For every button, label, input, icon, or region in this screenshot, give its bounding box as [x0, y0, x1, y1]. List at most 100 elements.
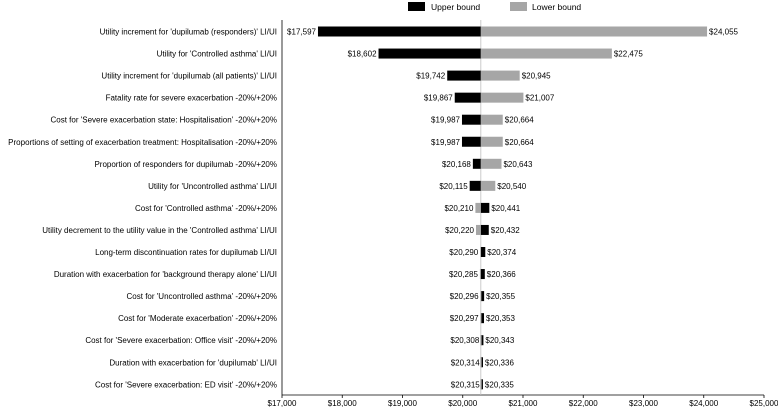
bar-lower-bound [480, 313, 482, 324]
category-label: Cost for 'Controlled asthma' -20%/+20% [135, 204, 277, 213]
bar-upper-bound [480, 224, 489, 235]
data-label-left: $20,296 [450, 292, 479, 301]
data-label-left: $18,602 [348, 50, 377, 59]
bar-upper-bound [480, 291, 485, 302]
data-label-right: $20,336 [485, 358, 514, 367]
data-label-right: $24,055 [709, 28, 738, 37]
x-tick-label: $23,000 [629, 399, 658, 408]
bar-upper-bound [480, 247, 486, 257]
data-label-left: $20,115 [439, 182, 468, 191]
bar-lower-bound [475, 202, 481, 213]
category-label: Utility decrement to the utility value i… [42, 226, 277, 235]
category-label: Long-term discontinuation rates for dupi… [95, 248, 277, 257]
category-label: Cost for 'Uncontrolled asthma' -20%/+20% [127, 292, 277, 301]
bar-upper-bound [480, 357, 483, 368]
data-label-right: $20,366 [487, 270, 516, 279]
legend: Upper bound Lower bound [408, 2, 581, 12]
bar-upper-bound [480, 202, 490, 213]
data-label-right: $22,475 [614, 50, 643, 59]
category-label: Utility increment for 'dupilumab (all pa… [101, 72, 277, 81]
data-label-left: $20,314 [451, 358, 480, 367]
legend-label-upper-bound: Upper bound [431, 2, 480, 12]
bar-lower-bound [476, 224, 481, 235]
bar-lower-bound [480, 136, 503, 147]
bar-lower-bound [480, 357, 482, 368]
x-axis: $17,000 $18,000 $19,000 $20,000 $21,000 $22,0… [268, 395, 778, 408]
data-label-right: $20,432 [491, 226, 520, 235]
bar-upper-bound [480, 269, 485, 280]
category-label: Utility increment for 'dupilumab (respon… [100, 28, 277, 37]
data-label-right: $20,441 [491, 204, 520, 213]
data-label-left: $20,308 [450, 336, 479, 345]
data-label-left: $20,290 [449, 248, 478, 257]
data-label-right: $20,540 [497, 182, 526, 191]
data-label-left: $20,285 [449, 270, 478, 279]
category-label: Utility for 'Uncontrolled asthma' LI/UI [148, 182, 277, 191]
x-tick-label: $24,000 [689, 399, 718, 408]
data-label-left: $17,597 [287, 28, 316, 37]
bar-lower-bound [480, 70, 520, 81]
data-label-right: $20,664 [505, 116, 534, 125]
category-label: Proportions of setting of exacerbation t… [8, 138, 277, 147]
bar-lower-bound [480, 92, 524, 103]
category-label: Duration with exacerbation for 'dupiluma… [109, 358, 277, 367]
bar-upper-bound [480, 313, 485, 324]
data-label-right: $20,374 [487, 248, 516, 257]
bar-upper-bound [317, 26, 481, 37]
data-label-left: $19,742 [416, 72, 445, 81]
data-label-right: $20,353 [486, 314, 515, 323]
category-label: Fatality rate for severe exacerbation -2… [106, 94, 277, 103]
x-tick-label: $18,000 [328, 399, 357, 408]
bar-upper-bound [461, 114, 481, 125]
bars [317, 26, 708, 390]
category-label: Cost for 'Severe exacerbation state: Hos… [50, 116, 277, 125]
x-tick-label: $21,000 [509, 399, 538, 408]
legend-swatch-upper-bound [408, 2, 425, 11]
bar-upper-bound [378, 48, 481, 59]
data-label-left: $19,987 [431, 116, 460, 125]
data-label-left: $20,220 [445, 226, 474, 235]
category-label: Cost for 'Severe exacerbation: Office vi… [85, 336, 277, 345]
value-labels: $17,597 $24,055 $18,602 $22,475 $19,742 $20,9… [287, 28, 738, 390]
data-label-right: $20,343 [485, 336, 514, 345]
data-label-right: $20,664 [505, 138, 534, 147]
bar-lower-bound [480, 291, 482, 302]
bar-upper-bound [454, 92, 481, 103]
bar-lower-bound [480, 158, 502, 169]
x-tick-label: $22,000 [569, 399, 598, 408]
bar-lower-bound [480, 335, 482, 346]
bar-upper-bound [461, 136, 481, 147]
x-tick-label: $25,000 [750, 399, 778, 408]
bar-lower-bound [480, 114, 503, 125]
data-label-right: $20,335 [485, 380, 514, 389]
bar-lower-bound [479, 269, 481, 280]
legend-label-lower-bound: Lower bound [532, 2, 581, 12]
bar-upper-bound [469, 180, 481, 191]
bar-lower-bound [480, 48, 612, 59]
bar-lower-bound [480, 247, 482, 257]
data-label-left: $20,297 [450, 314, 479, 323]
category-label: Cost for 'Moderate exacerbation' -20%/+2… [118, 314, 277, 323]
data-label-left: $20,168 [442, 160, 471, 169]
category-label: Proportion of responders for dupilumab -… [94, 160, 277, 169]
bar-upper-bound [447, 70, 481, 81]
data-label-right: $21,007 [525, 94, 554, 103]
category-label: Duration with exacerbation for 'backgrou… [54, 270, 277, 279]
data-label-left: $20,210 [444, 204, 473, 213]
data-label-right: $20,643 [503, 160, 532, 169]
legend-swatch-lower-bound [510, 2, 527, 11]
data-label-right: $20,945 [522, 72, 551, 81]
data-label-right: $20,355 [486, 292, 515, 301]
x-tick-label: $20,000 [448, 399, 477, 408]
data-label-left: $19,987 [431, 138, 460, 147]
bar-upper-bound [480, 379, 483, 390]
category-label: Utility for 'Controlled asthma' LI/UI [157, 50, 277, 59]
category-labels: Utility increment for 'dupilumab (respon… [8, 28, 277, 390]
data-label-left: $19,867 [424, 94, 453, 103]
bar-lower-bound [480, 379, 482, 390]
bar-upper-bound [472, 158, 481, 169]
x-tick-label: $19,000 [388, 399, 417, 408]
category-label: Cost for 'Severe exacerbation: ED visit'… [95, 380, 277, 389]
